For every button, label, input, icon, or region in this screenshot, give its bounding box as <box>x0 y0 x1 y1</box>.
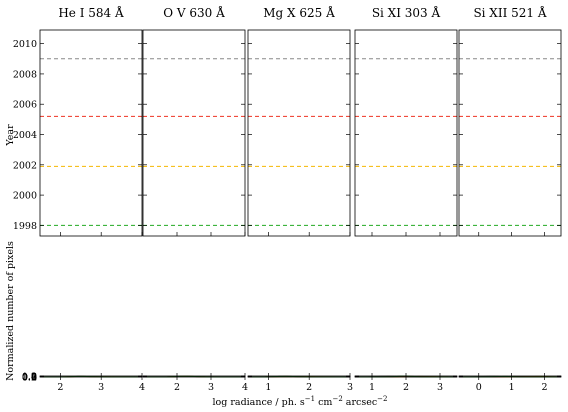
panel-5-x-tick-label-0: 0 <box>476 382 482 393</box>
panel-1-title: He I 584 Å <box>58 5 124 20</box>
x-axis-label: log radiance / ph. s−1 cm−2 arcsec−2 <box>213 395 388 408</box>
count-tick-label-0.8: 0.8 <box>22 372 37 383</box>
panel-1-x-tick-label-4: 4 <box>139 382 145 393</box>
bottom-row-y-axis-label: Normalized number of pixels <box>5 241 16 381</box>
panel-4-x-tick-label-2: 2 <box>403 382 409 393</box>
panel-1-x-tick-label-3: 3 <box>98 382 104 393</box>
count-tick-label-1: 1.0 <box>22 372 37 383</box>
count-tick-label-0.2: 0.2 <box>22 372 37 383</box>
panel-5-top-frame <box>458 29 562 237</box>
panel-5-title: Si XII 521 Å <box>473 5 546 20</box>
year-tick-label-2004: 2004 <box>13 130 37 141</box>
panel-4-top-frame <box>354 29 458 237</box>
marks-layer <box>40 58 561 378</box>
panel-2-title: O V 630 Å <box>163 5 225 20</box>
panel-4-title: Si XI 303 Å <box>372 5 441 20</box>
count-tick-label-0.6: 0.6 <box>22 372 37 383</box>
panel-5-x-tick-label-2: 2 <box>542 382 548 393</box>
panel-2-x-tick-label-2: 2 <box>174 382 180 393</box>
panel-4-x-tick-label-1: 1 <box>369 382 375 393</box>
year-tick-label-1998: 1998 <box>13 221 37 232</box>
panel-1-x-tick-label-2: 2 <box>57 382 63 393</box>
year-tick-label-2010: 2010 <box>13 39 37 50</box>
year-tick-label-2000: 2000 <box>13 191 37 202</box>
panel-2-top-frame <box>142 29 246 237</box>
frames-layer <box>39 29 562 380</box>
count-tick-label-1.2: 1.2 <box>22 372 37 383</box>
text-layer: He I 584 Å 1998 2000 2002 2004 2006 2008 2010 2 3… <box>13 5 548 393</box>
panel-1-top-frame <box>39 29 143 237</box>
panel-3-title: Mg X 625 Å <box>263 5 335 20</box>
count-tick-label-0: 0.0 <box>22 373 37 384</box>
panel-3-top-frame <box>247 29 351 237</box>
panel-3-x-tick-label-1: 1 <box>265 382 271 393</box>
year-tick-label-2008: 2008 <box>13 69 37 80</box>
panel-3-x-tick-label-2: 2 <box>306 382 312 393</box>
count-tick-label-0.4: 0.4 <box>22 372 37 383</box>
panel-3-x-tick-label-3: 3 <box>347 382 353 393</box>
year-tick-label-2006: 2006 <box>13 100 37 111</box>
panel-4-x-tick-label-3: 3 <box>437 382 443 393</box>
panel-2-x-tick-label-3: 3 <box>208 382 214 393</box>
year-tick-label-2002: 2002 <box>13 160 37 171</box>
panel-2-x-tick-label-4: 4 <box>242 382 248 393</box>
top-row-y-axis-label: Year <box>5 124 16 147</box>
panel-5-x-tick-label-1: 1 <box>509 382 515 393</box>
